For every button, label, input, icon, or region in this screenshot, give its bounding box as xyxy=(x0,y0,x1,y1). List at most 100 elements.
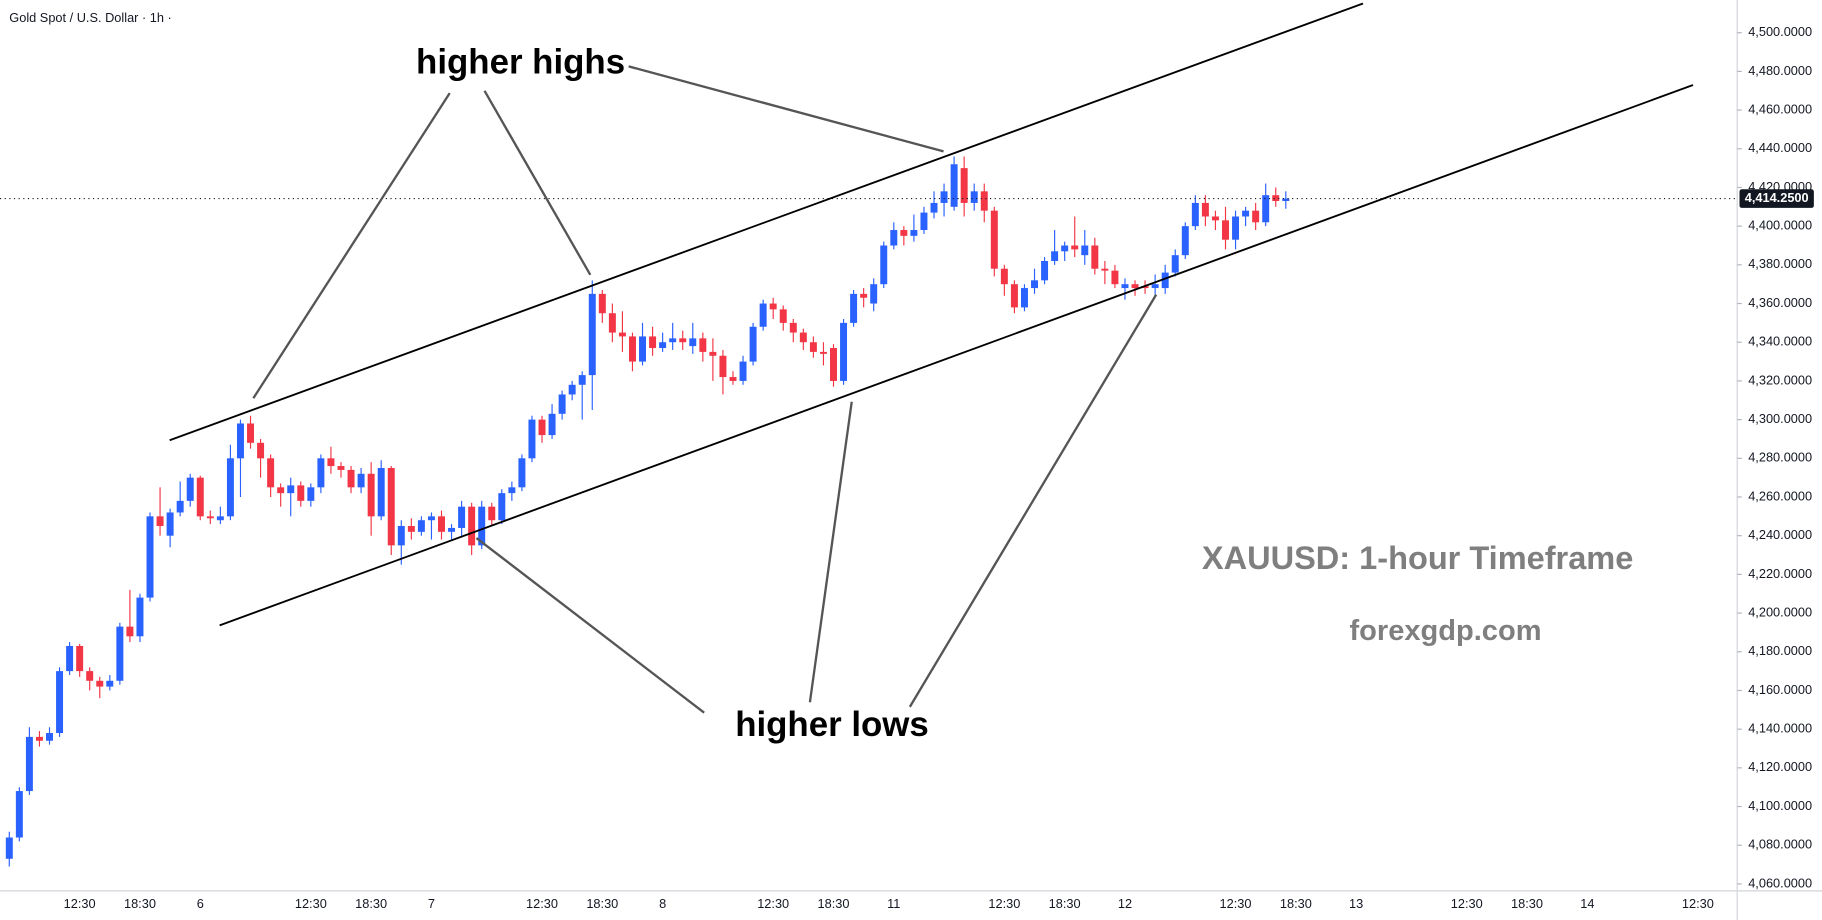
candle-body xyxy=(980,191,988,211)
pointer xyxy=(483,90,592,276)
y-tick-label: 4,120.0000 xyxy=(1748,759,1812,774)
y-tick-label: 4,240.0000 xyxy=(1748,527,1812,542)
y-tick-label: 4,080.0000 xyxy=(1748,837,1812,852)
candle-body xyxy=(206,516,214,519)
x-tick-label: 18:30 xyxy=(1049,896,1081,911)
candle-body xyxy=(1111,270,1119,285)
x-tick-label: 12 xyxy=(1118,896,1132,911)
candle-body xyxy=(538,419,546,436)
candle-body xyxy=(357,473,365,488)
candle-body xyxy=(809,342,817,352)
x-tick-label: 12:30 xyxy=(1220,896,1252,911)
candle-body xyxy=(1272,195,1280,202)
candle-body xyxy=(498,493,506,521)
candle-body xyxy=(46,733,53,741)
candle-body xyxy=(759,303,767,327)
candle-body xyxy=(387,467,395,546)
upper-trendline xyxy=(169,2,1364,442)
x-tick-label: 8 xyxy=(659,896,666,911)
candle-body xyxy=(1131,284,1139,289)
candle-body xyxy=(639,336,647,362)
y-tick-label: 4,360.0000 xyxy=(1748,295,1812,310)
pointer xyxy=(628,65,944,153)
candle-body xyxy=(628,336,636,362)
candle-body xyxy=(729,377,737,381)
candle-body xyxy=(468,506,476,546)
candle-body xyxy=(196,477,204,517)
candle-body xyxy=(307,487,315,501)
candle-body xyxy=(910,230,918,236)
candle-body xyxy=(920,212,928,231)
candle-body xyxy=(1091,245,1099,269)
candle-body xyxy=(840,322,848,381)
candle-body xyxy=(267,458,275,488)
x-tick-label: 11 xyxy=(887,896,900,911)
candle-body xyxy=(528,419,536,459)
candle-body xyxy=(1151,284,1159,289)
pointer xyxy=(908,294,1158,708)
candle-body xyxy=(257,442,265,459)
candle-body xyxy=(890,230,898,246)
candle-body xyxy=(518,458,526,488)
y-tick-label: 4,060.0000 xyxy=(1748,875,1812,890)
y-tick-label: 4,220.0000 xyxy=(1748,566,1812,581)
candle-body xyxy=(960,168,968,203)
x-tick-label: 18:30 xyxy=(355,896,387,911)
x-tick-label: 14 xyxy=(1580,896,1594,911)
candle-body xyxy=(1161,272,1169,289)
candle-body xyxy=(1252,210,1260,223)
candle-body xyxy=(66,645,74,672)
candle-body xyxy=(1211,216,1219,221)
candle-body xyxy=(156,516,164,527)
candle-body xyxy=(799,332,807,343)
candle-body xyxy=(146,516,154,598)
candle-body xyxy=(940,191,948,203)
candle-body xyxy=(1282,198,1290,202)
y-tick-label: 4,260.0000 xyxy=(1748,488,1812,503)
candle-body xyxy=(900,230,908,236)
candle-body xyxy=(5,837,13,859)
y-tick-label: 4,320.0000 xyxy=(1748,372,1812,387)
candle-body xyxy=(739,361,747,381)
candle-body xyxy=(699,338,707,352)
candle-body xyxy=(35,736,43,741)
x-tick-label: 12:30 xyxy=(295,896,327,911)
candle-body xyxy=(1000,268,1008,285)
watermark: XAUUSD: 1-hour Timeframe xyxy=(1202,540,1633,576)
candle-body xyxy=(1031,280,1039,289)
candle-body xyxy=(277,487,285,494)
x-tick-label: 18:30 xyxy=(1511,896,1543,911)
pointer xyxy=(252,92,451,399)
x-tick-label: 7 xyxy=(428,896,435,911)
candle-body xyxy=(327,458,335,467)
candle-body xyxy=(1222,220,1229,240)
candle-body xyxy=(1010,284,1018,308)
candle-body xyxy=(649,336,657,349)
candle-body xyxy=(578,375,586,385)
candle-body xyxy=(297,485,305,501)
candle-body xyxy=(990,210,998,269)
x-tick-label: 6 xyxy=(197,896,204,911)
candle-body xyxy=(226,458,234,517)
x-tick-label: 12:30 xyxy=(757,896,789,911)
pointers xyxy=(252,65,1158,714)
candle-body xyxy=(1232,216,1240,240)
candle-body xyxy=(608,313,616,333)
candle-body xyxy=(448,527,456,532)
watermark: forexgdp.com xyxy=(1349,615,1541,647)
candle-body xyxy=(1262,195,1270,223)
y-tick-label: 4,280.0000 xyxy=(1748,450,1812,465)
candle-body xyxy=(970,191,978,203)
x-tick-label: 12:30 xyxy=(988,896,1020,911)
candle-body xyxy=(1191,202,1199,227)
annotation: higher highs xyxy=(416,42,625,81)
candle-body xyxy=(176,500,184,513)
candle-body xyxy=(1051,251,1059,261)
candle-body xyxy=(367,473,375,517)
candle-body xyxy=(1181,226,1189,256)
y-tick-label: 4,200.0000 xyxy=(1748,604,1812,619)
candle-body xyxy=(427,516,435,521)
candle-body xyxy=(377,467,385,517)
candle-body xyxy=(830,348,837,381)
